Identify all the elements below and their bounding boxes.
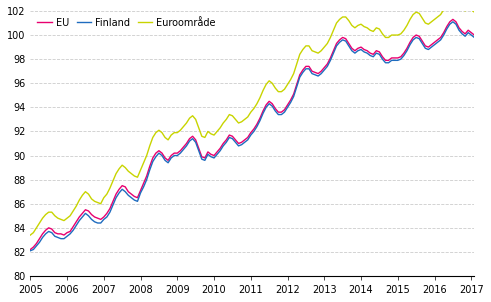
EU <box>202 156 208 160</box>
Finland <box>202 159 208 162</box>
Euroområde <box>174 131 180 134</box>
Finland <box>119 188 125 191</box>
Finland <box>318 72 324 76</box>
Finland <box>327 59 333 62</box>
Line: Euroområde: Euroområde <box>30 0 491 235</box>
EU <box>174 151 180 155</box>
Finland <box>174 154 180 157</box>
Legend: EU, Finland, Euroområde: EU, Finland, Euroområde <box>35 16 218 30</box>
EU <box>435 38 440 42</box>
EU <box>27 248 33 251</box>
Line: Finland: Finland <box>30 12 491 251</box>
Finland <box>27 249 33 252</box>
Euroområde <box>202 136 208 139</box>
Euroområde <box>435 15 440 19</box>
Euroområde <box>327 36 333 39</box>
EU <box>327 56 333 60</box>
EU <box>318 69 324 73</box>
Euroområde <box>27 233 33 237</box>
Finland <box>435 40 440 44</box>
Line: EU: EU <box>30 10 491 249</box>
Euroområde <box>318 49 324 53</box>
EU <box>119 184 125 188</box>
Euroområde <box>119 163 125 167</box>
